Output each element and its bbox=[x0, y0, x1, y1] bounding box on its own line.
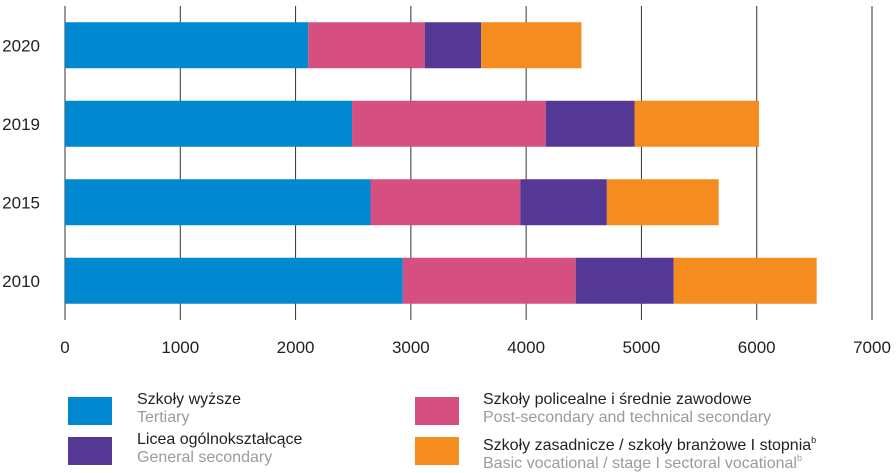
bar-segment bbox=[575, 257, 674, 304]
y-axis-labels: 2020 2019 2015 2010 bbox=[2, 36, 40, 291]
bar-segment bbox=[545, 100, 635, 147]
bar-segment bbox=[481, 22, 582, 69]
x-axis-labels: 0 1000 2000 3000 4000 5000 6000 7000 bbox=[60, 338, 891, 357]
bar-segment bbox=[65, 100, 353, 147]
x-tick-label: 6000 bbox=[738, 338, 776, 357]
y-category-label: 2010 bbox=[2, 272, 40, 291]
y-category-label: 2020 bbox=[2, 36, 40, 55]
bar-segment bbox=[424, 22, 482, 69]
x-tick-label: 2000 bbox=[277, 338, 315, 357]
bar-segment bbox=[308, 22, 425, 69]
x-tick-label: 0 bbox=[60, 338, 69, 357]
x-tick-label: 4000 bbox=[507, 338, 545, 357]
bar-segment bbox=[370, 179, 521, 226]
bar-segment bbox=[673, 257, 817, 304]
bar-segment bbox=[606, 179, 719, 226]
bar-segment bbox=[520, 179, 607, 226]
bar-segment bbox=[352, 100, 546, 147]
bar-segment bbox=[402, 257, 576, 304]
x-tick-label: 5000 bbox=[623, 338, 661, 357]
x-tick-label: 1000 bbox=[161, 338, 199, 357]
x-tick-label: 3000 bbox=[392, 338, 430, 357]
bar-segment bbox=[634, 100, 760, 147]
x-tick-label: 7000 bbox=[853, 338, 891, 357]
bars bbox=[65, 22, 817, 304]
bar-segment bbox=[65, 179, 371, 226]
y-category-label: 2019 bbox=[2, 115, 40, 134]
bar-segment bbox=[65, 257, 403, 304]
bar-segment bbox=[65, 22, 309, 69]
y-category-label: 2015 bbox=[2, 193, 40, 212]
